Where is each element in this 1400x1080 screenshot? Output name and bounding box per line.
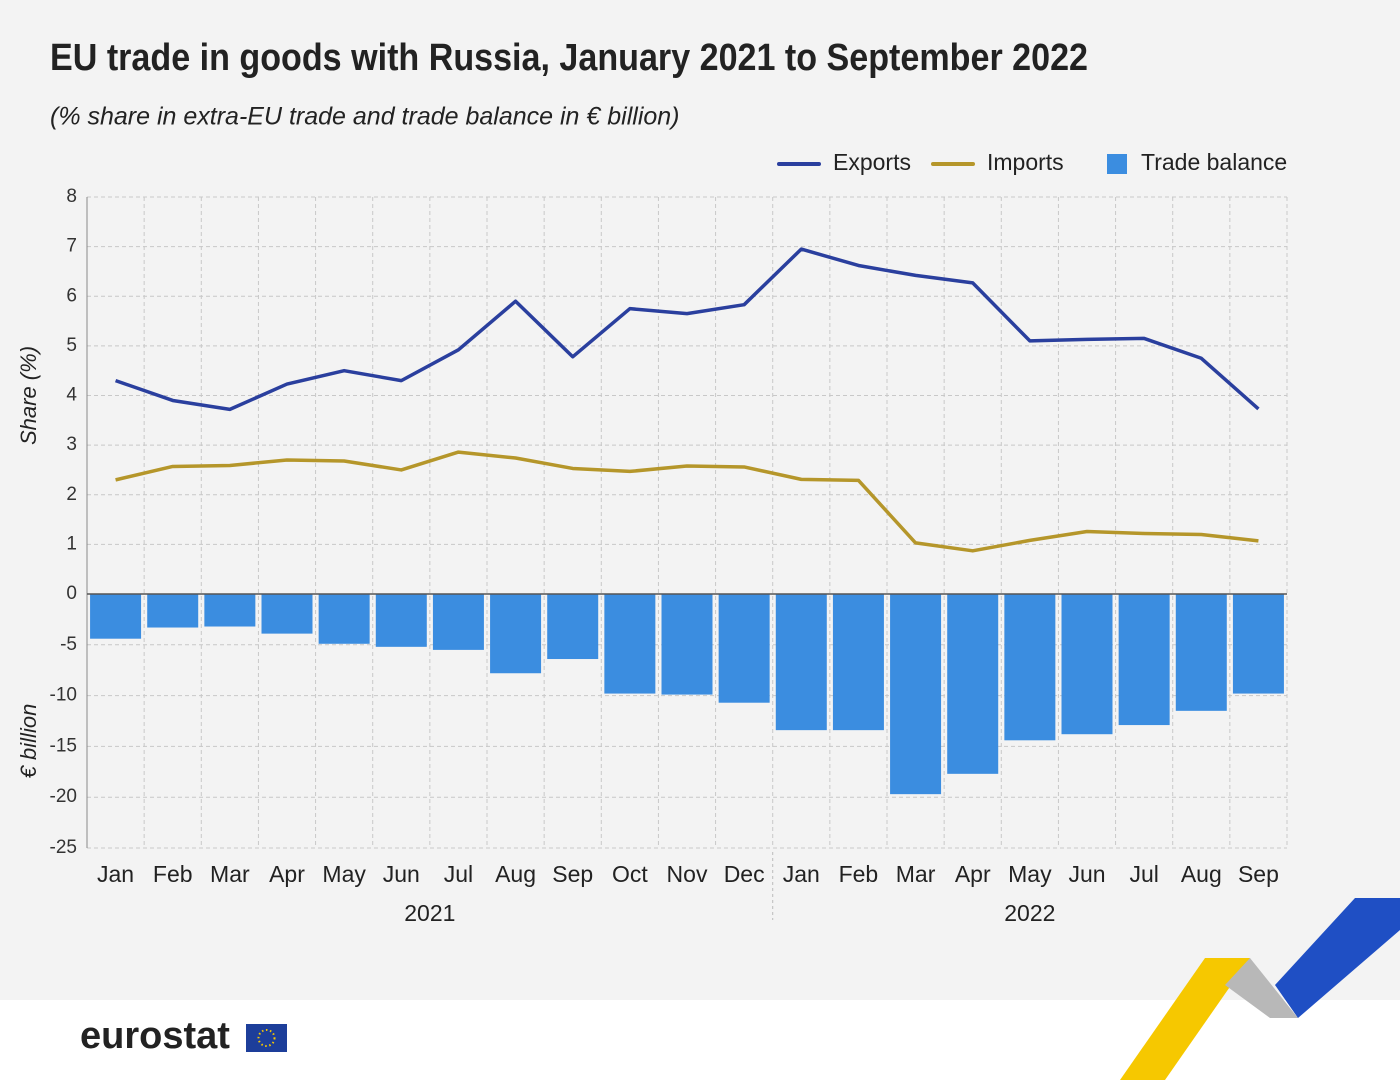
decoration bbox=[1120, 898, 1400, 1080]
y-tick-label: 6 bbox=[66, 285, 77, 306]
eu-flag bbox=[246, 1024, 287, 1052]
bar bbox=[490, 594, 542, 674]
x-tick-label: Jun bbox=[383, 861, 420, 887]
chart-subtitle: (% share in extra-EU trade and trade bal… bbox=[50, 103, 680, 131]
x-tick-label: Apr bbox=[955, 861, 991, 887]
x-tick-label: Apr bbox=[269, 861, 305, 887]
x-tick-label: Aug bbox=[495, 861, 536, 887]
bar bbox=[90, 594, 142, 639]
bar bbox=[890, 594, 942, 795]
line bbox=[115, 450, 1259, 553]
x-tick-label: Sep bbox=[552, 861, 593, 887]
bar bbox=[1175, 594, 1227, 711]
y-tick-label: -15 bbox=[50, 735, 77, 756]
line bbox=[114, 247, 1260, 412]
bar bbox=[547, 594, 599, 660]
x-tick-label: Jun bbox=[1068, 861, 1105, 887]
legend-label: Trade balance bbox=[1141, 149, 1287, 175]
y-axis-label: € billion bbox=[16, 704, 41, 779]
y-tick-label: 2 bbox=[66, 484, 77, 505]
x-tick-label: Nov bbox=[667, 861, 708, 887]
x-group-label: 2021 bbox=[404, 900, 455, 926]
x-tick-label: May bbox=[322, 861, 366, 887]
x-tick-label: Jul bbox=[1129, 861, 1158, 887]
bar bbox=[604, 594, 656, 694]
y-tick-label: 8 bbox=[66, 186, 77, 207]
x-tick-label: Feb bbox=[153, 861, 193, 887]
x-tick-label: Oct bbox=[612, 861, 648, 887]
y-axis-label: Share (%) bbox=[16, 346, 41, 445]
y-tick-label: -10 bbox=[50, 685, 77, 706]
legend-label: Imports bbox=[987, 149, 1064, 175]
chart-title: EU trade in goods with Russia, January 2… bbox=[50, 37, 1088, 79]
bar bbox=[375, 594, 427, 647]
x-tick-label: Feb bbox=[839, 861, 879, 887]
background bbox=[0, 0, 1400, 1000]
legend-swatch bbox=[1107, 154, 1127, 174]
bar bbox=[718, 594, 770, 703]
bar bbox=[1061, 594, 1113, 735]
x-tick-label: Aug bbox=[1181, 861, 1222, 887]
y-tick-label: -5 bbox=[60, 634, 77, 655]
bar bbox=[661, 594, 713, 695]
x-tick-label: May bbox=[1008, 861, 1052, 887]
legend-label: Exports bbox=[833, 149, 911, 175]
bar bbox=[1004, 594, 1056, 741]
bar bbox=[432, 594, 484, 650]
logo-text: eurostat bbox=[80, 1015, 230, 1057]
y-tick-label: 7 bbox=[66, 236, 77, 257]
bar bbox=[775, 594, 827, 731]
y-tick-label: 5 bbox=[66, 335, 77, 356]
bar bbox=[318, 594, 370, 644]
x-tick-label: Mar bbox=[210, 861, 250, 887]
bar bbox=[147, 594, 199, 628]
bar bbox=[1118, 594, 1170, 726]
y-tick-label: -20 bbox=[50, 786, 77, 807]
y-tick-label: 4 bbox=[66, 385, 77, 406]
bar bbox=[1232, 594, 1284, 694]
x-group-label: 2022 bbox=[1004, 900, 1055, 926]
x-tick-label: Jan bbox=[97, 861, 134, 887]
y-tick-label: 3 bbox=[66, 434, 77, 455]
x-tick-label: Jul bbox=[444, 861, 473, 887]
bar bbox=[261, 594, 313, 634]
bar bbox=[947, 594, 999, 774]
x-tick-label: Sep bbox=[1238, 861, 1279, 887]
x-tick-label: Dec bbox=[724, 861, 765, 887]
y-tick-label: -25 bbox=[50, 837, 77, 858]
bar bbox=[204, 594, 256, 627]
x-tick-label: Mar bbox=[896, 861, 936, 887]
x-tick-label: Jan bbox=[783, 861, 820, 887]
bar bbox=[832, 594, 884, 731]
y-tick-label: 1 bbox=[66, 533, 77, 554]
y-tick-label: 0 bbox=[66, 583, 77, 604]
